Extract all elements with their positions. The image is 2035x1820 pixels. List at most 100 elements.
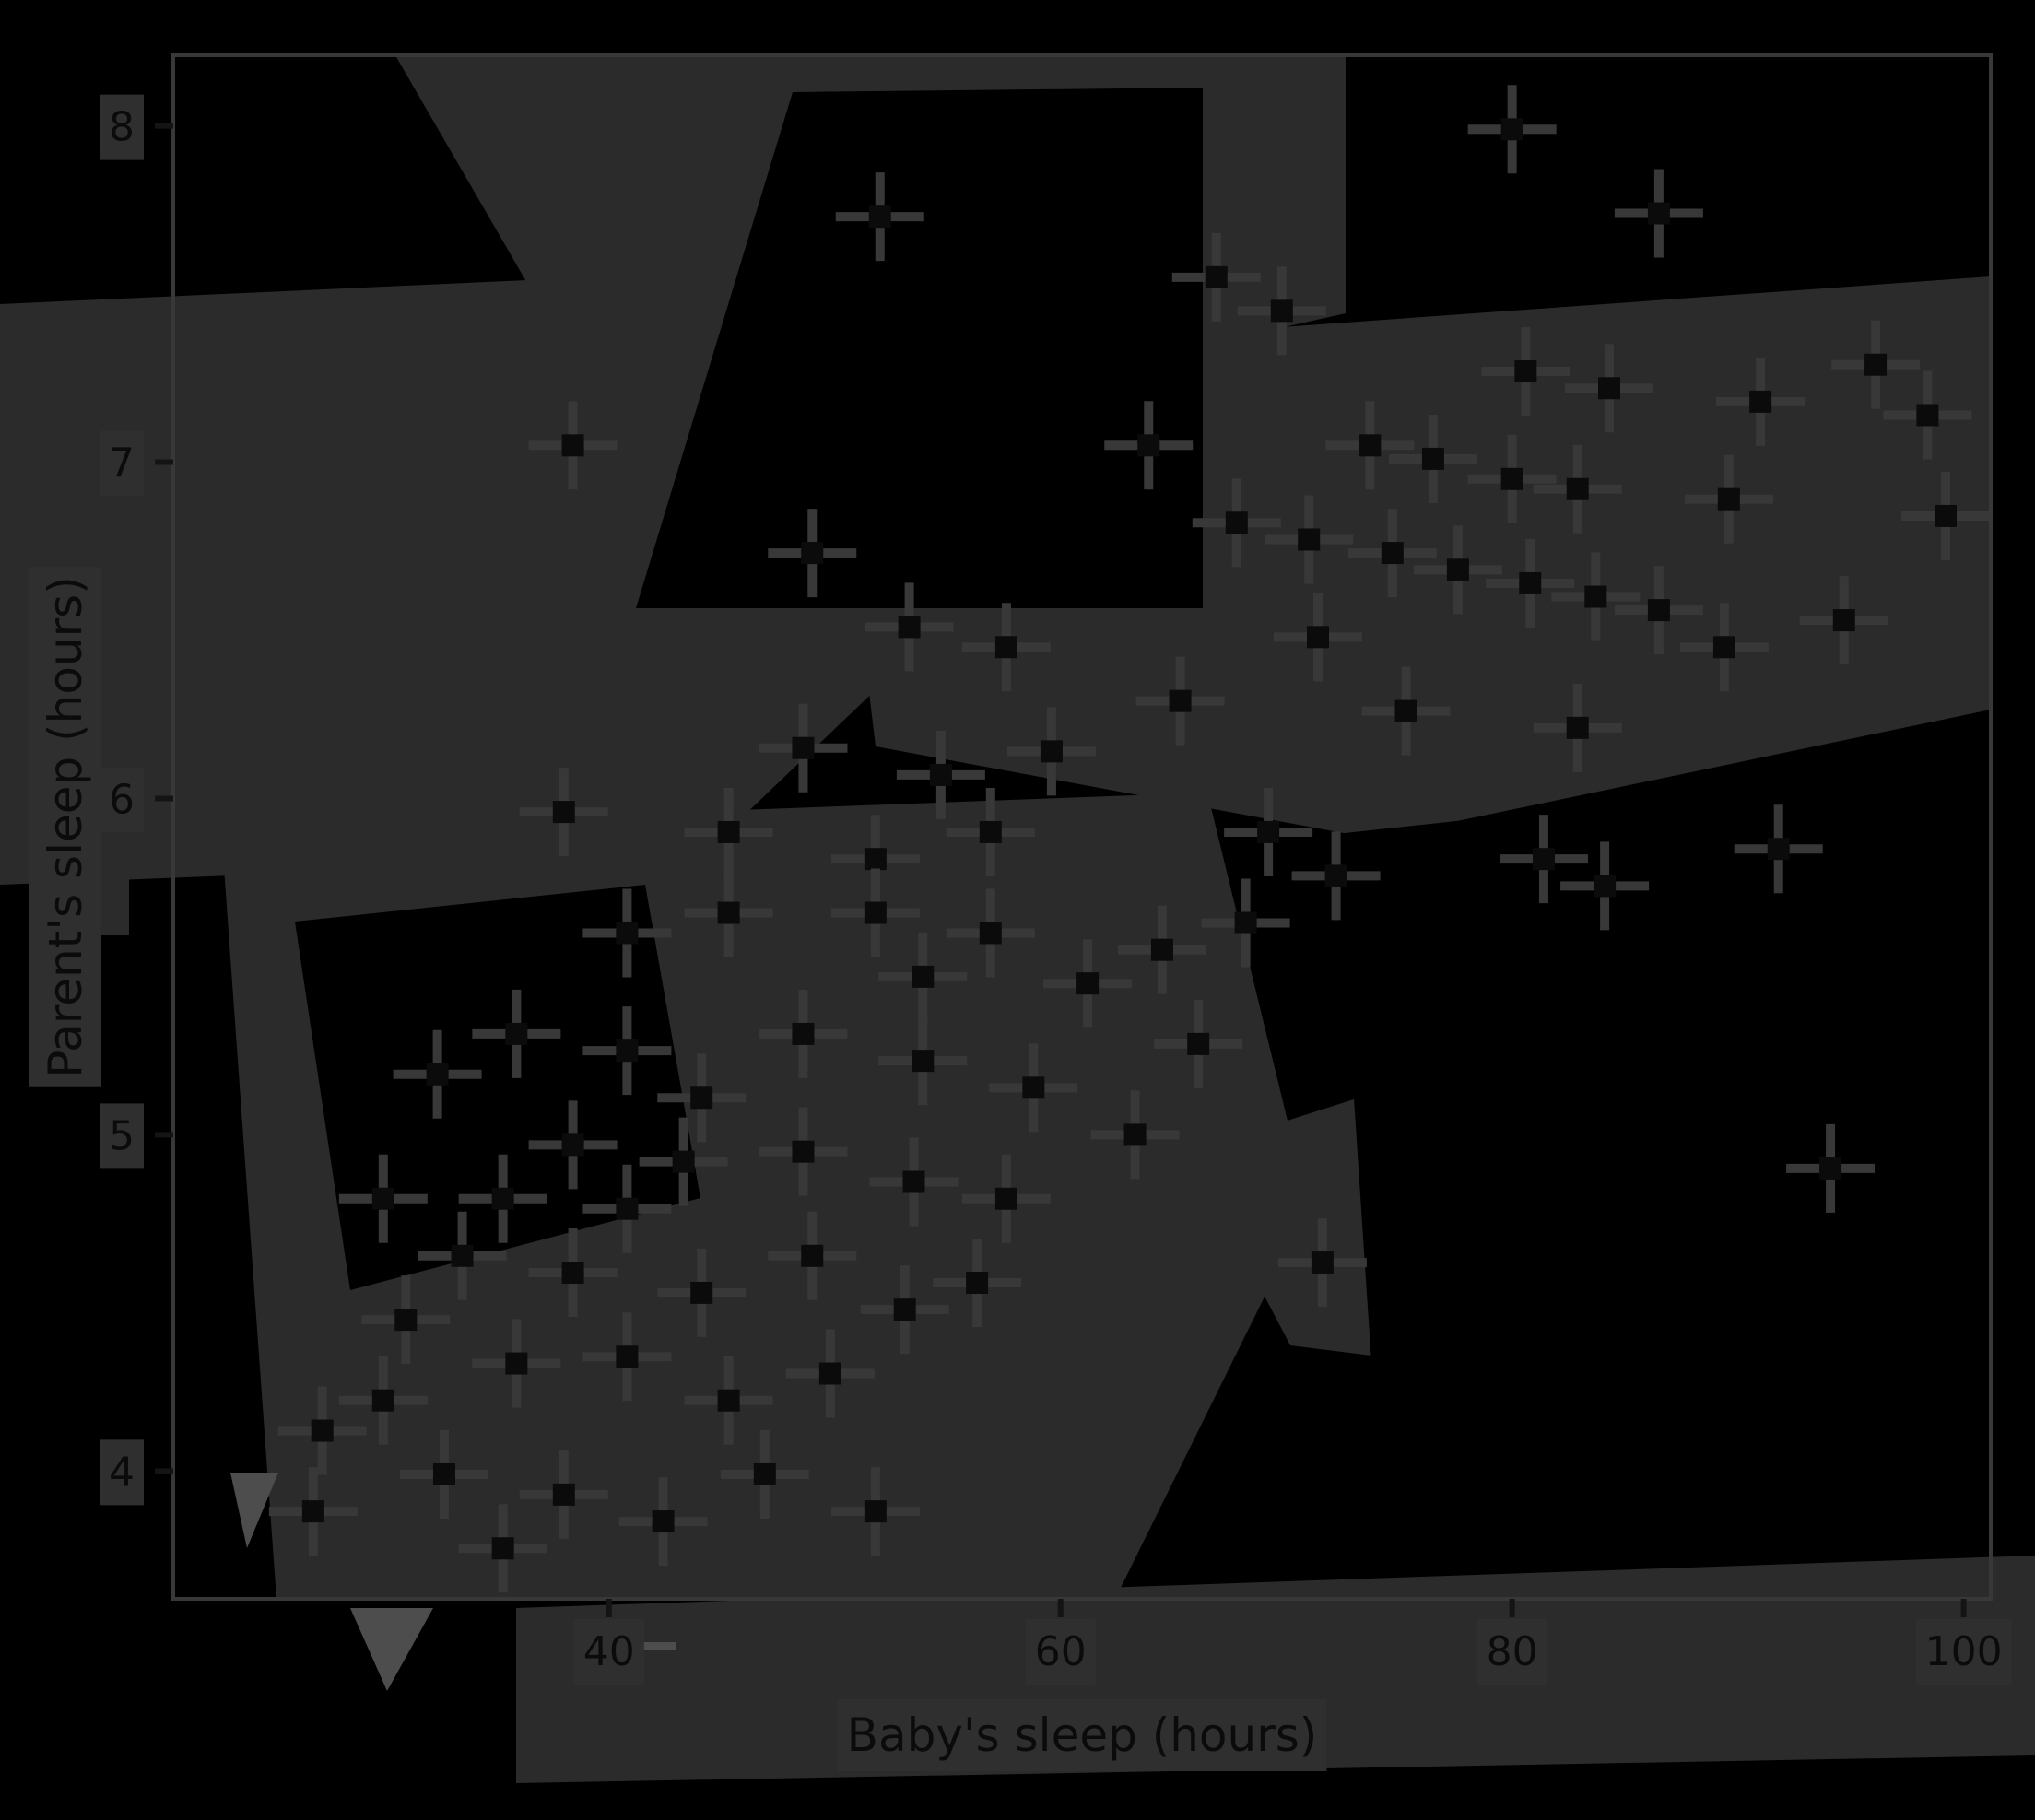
plus-marker-core (994, 1187, 1018, 1210)
plus-marker-core (616, 1197, 639, 1220)
plus-marker-core (1566, 477, 1589, 500)
plus-marker-core (1137, 434, 1160, 457)
scatter-point (946, 787, 1035, 876)
plus-marker-core (301, 1500, 324, 1523)
plus-marker-core (491, 1187, 514, 1210)
scatter-point (1901, 471, 1991, 560)
plus-marker-core (1446, 558, 1469, 581)
scatter-point (528, 1100, 618, 1190)
scatter-point (865, 582, 954, 672)
scatter-point (361, 1275, 451, 1365)
artifact-hole (636, 88, 1203, 608)
plus-marker-core (912, 1050, 935, 1073)
plus-marker-core (552, 801, 575, 824)
plus-marker-core (792, 1140, 815, 1163)
scatter-point (785, 1329, 875, 1418)
plus-marker-core (1394, 699, 1417, 722)
scatter-point (528, 401, 618, 490)
plus-marker-core (616, 922, 639, 945)
y-tick-label: 5 (109, 1112, 135, 1159)
plus-marker-core (979, 820, 1002, 843)
y-tick-label: 4 (109, 1449, 135, 1496)
y-tick-label-halo (100, 767, 144, 833)
plus-marker-core (1169, 689, 1192, 712)
plus-marker-core (451, 1244, 474, 1267)
plus-marker-core (1647, 599, 1670, 622)
scatter-point (933, 1238, 1022, 1327)
scatter-point (472, 989, 561, 1078)
plus-marker-core (371, 1389, 394, 1412)
plus-marker-core (1717, 487, 1740, 511)
scatter-point (1291, 831, 1381, 921)
plus-marker-core (1324, 864, 1347, 887)
plus-marker-core (717, 1389, 740, 1412)
scatter-point (1786, 1123, 1876, 1213)
scatter-point (860, 1265, 949, 1355)
scatter-point (1117, 905, 1206, 994)
scatter-point (472, 1319, 561, 1408)
scatter-point (896, 730, 985, 819)
plus-marker-core (864, 848, 887, 871)
x-tick-label-halo (573, 1619, 644, 1685)
y-tick-label: 6 (109, 776, 135, 823)
scatter-point (720, 1429, 809, 1519)
y-tick-label-halo (100, 94, 144, 160)
artifact-hole (1336, 769, 1991, 1530)
plus-marker-core (1500, 467, 1523, 490)
scatter-point (582, 1312, 672, 1402)
scatter-point (399, 1429, 488, 1519)
scatter-point (684, 1356, 773, 1445)
scatter-point (657, 1248, 747, 1337)
scatter-point (1499, 815, 1588, 904)
scatter-point (393, 1029, 482, 1119)
scatter-point (946, 888, 1035, 978)
scatter-point (1090, 1090, 1180, 1180)
scatter-point (768, 509, 857, 598)
scatter-point (1277, 1218, 1367, 1308)
plus-marker-core (1767, 838, 1790, 861)
scatter-point (1006, 707, 1096, 796)
x-tick-label: 40 (583, 1628, 635, 1675)
x-tick-label-halo (1025, 1619, 1096, 1685)
scatter-point (1043, 939, 1133, 1028)
scatter-point (989, 1043, 1078, 1133)
plus-marker-core (1257, 820, 1280, 843)
scatter-point (1467, 85, 1557, 174)
plus-marker-core (902, 1170, 925, 1193)
scatter-point (759, 703, 848, 793)
plus-marker-core (1359, 434, 1382, 457)
scatter-point (830, 1467, 920, 1556)
plus-marker-core (616, 1039, 639, 1063)
scatter-point (1171, 232, 1261, 322)
plus-marker-core (672, 1150, 695, 1173)
scatter-point (869, 1137, 959, 1227)
plus-marker-core (753, 1462, 776, 1485)
plus-marker-core (868, 205, 891, 229)
plus-marker-core (801, 1244, 824, 1267)
plus-marker-core (1187, 1032, 1210, 1055)
scatter-point (1533, 683, 1622, 772)
scatter-point (268, 1467, 358, 1556)
artifact-dash (619, 1642, 676, 1650)
plus-marker-core (1819, 1157, 1842, 1180)
scatter-point (418, 1211, 507, 1300)
plus-marker-core (690, 1281, 713, 1304)
plus-marker-core (432, 1462, 455, 1485)
scatter-point (277, 1386, 367, 1475)
x-axis-label: Baby's sleep (hours) (847, 1708, 1318, 1762)
plus-marker-core (864, 1500, 887, 1523)
y-tick-label-halo (100, 1439, 144, 1506)
plus-marker-core (929, 763, 952, 786)
scatter-point (519, 768, 608, 857)
scatter-point (582, 1164, 672, 1253)
plus-marker-core (1225, 511, 1248, 534)
scatter-point (1614, 566, 1703, 655)
scatter-point (618, 1477, 708, 1567)
plus-marker-core (717, 901, 740, 924)
scatter-point (1467, 434, 1557, 523)
scatter-point (1883, 370, 1972, 460)
plus-marker-core (394, 1309, 418, 1332)
scatter-point (1486, 538, 1575, 628)
scatter-point (961, 603, 1051, 692)
